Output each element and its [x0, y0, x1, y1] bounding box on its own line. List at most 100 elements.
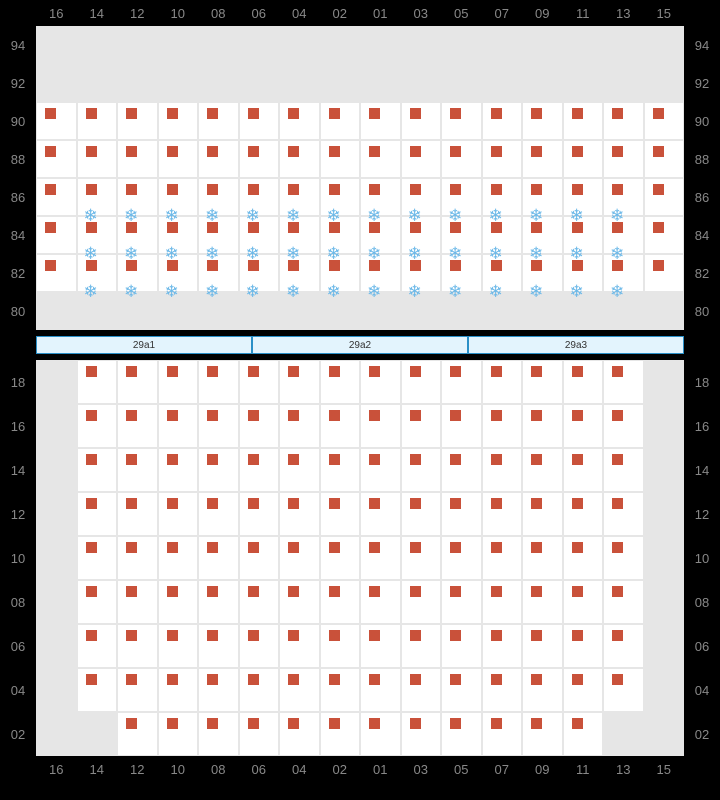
seat-cell[interactable]: [603, 102, 644, 140]
seat-cell[interactable]: [320, 668, 361, 712]
seat-cell[interactable]: [522, 360, 563, 404]
seat-cell[interactable]: [279, 102, 320, 140]
seat-cell[interactable]: ❄: [198, 216, 239, 254]
seat-cell[interactable]: [239, 624, 280, 668]
seat-cell[interactable]: [603, 140, 644, 178]
seat-cell[interactable]: [117, 712, 158, 756]
seat-cell[interactable]: [198, 140, 239, 178]
seat-cell[interactable]: [279, 624, 320, 668]
seat-cell[interactable]: [401, 404, 442, 448]
seat-cell[interactable]: [360, 404, 401, 448]
seat-cell[interactable]: [441, 360, 482, 404]
seat-cell[interactable]: [77, 404, 118, 448]
seat-cell[interactable]: [603, 360, 644, 404]
seat-cell[interactable]: ❄: [239, 178, 280, 216]
seat-cell[interactable]: [36, 178, 77, 216]
seat-cell[interactable]: [522, 668, 563, 712]
seat-cell[interactable]: [320, 140, 361, 178]
seat-cell[interactable]: ❄: [279, 254, 320, 292]
seat-cell[interactable]: ❄: [198, 178, 239, 216]
seat-cell[interactable]: ❄: [482, 254, 523, 292]
seat-cell[interactable]: [563, 140, 604, 178]
seat-cell[interactable]: ❄: [320, 254, 361, 292]
seat-cell[interactable]: [603, 580, 644, 624]
seat-cell[interactable]: [279, 668, 320, 712]
seat-cell[interactable]: ❄: [603, 216, 644, 254]
seat-cell[interactable]: [401, 102, 442, 140]
seat-cell[interactable]: [36, 254, 77, 292]
seat-cell[interactable]: [198, 668, 239, 712]
seat-cell[interactable]: ❄: [563, 178, 604, 216]
seat-cell[interactable]: ❄: [522, 178, 563, 216]
seat-cell[interactable]: [401, 668, 442, 712]
seat-cell[interactable]: [158, 140, 199, 178]
seat-cell[interactable]: [441, 448, 482, 492]
seat-cell[interactable]: [77, 448, 118, 492]
seat-cell[interactable]: [603, 404, 644, 448]
seat-cell[interactable]: [360, 102, 401, 140]
seat-cell[interactable]: [320, 102, 361, 140]
seat-cell[interactable]: [77, 624, 118, 668]
seat-cell[interactable]: [279, 448, 320, 492]
seat-cell[interactable]: ❄: [563, 216, 604, 254]
seat-cell[interactable]: [401, 536, 442, 580]
seat-cell[interactable]: [117, 624, 158, 668]
seat-cell[interactable]: [77, 360, 118, 404]
seat-cell[interactable]: [360, 448, 401, 492]
seat-cell[interactable]: [563, 580, 604, 624]
seat-cell[interactable]: [401, 492, 442, 536]
seat-cell[interactable]: [117, 536, 158, 580]
seat-cell[interactable]: ❄: [360, 254, 401, 292]
seat-cell[interactable]: [279, 140, 320, 178]
seat-cell[interactable]: ❄: [441, 216, 482, 254]
seat-cell[interactable]: [77, 140, 118, 178]
seat-cell[interactable]: [158, 580, 199, 624]
seat-cell[interactable]: [239, 492, 280, 536]
exit-segment[interactable]: 29a2: [252, 336, 468, 354]
seat-cell[interactable]: [522, 712, 563, 756]
seat-cell[interactable]: [158, 102, 199, 140]
seat-cell[interactable]: [320, 360, 361, 404]
seat-cell[interactable]: [563, 492, 604, 536]
seat-cell[interactable]: [36, 140, 77, 178]
seat-cell[interactable]: [482, 712, 523, 756]
seat-cell[interactable]: ❄: [158, 254, 199, 292]
seat-cell[interactable]: [77, 536, 118, 580]
seat-cell[interactable]: [441, 712, 482, 756]
seat-cell[interactable]: ❄: [320, 178, 361, 216]
seat-cell[interactable]: ❄: [360, 216, 401, 254]
seat-cell[interactable]: [563, 624, 604, 668]
seat-cell[interactable]: ❄: [279, 178, 320, 216]
seat-cell[interactable]: [198, 404, 239, 448]
seat-cell[interactable]: [198, 492, 239, 536]
seat-cell[interactable]: [360, 536, 401, 580]
seat-cell[interactable]: ❄: [239, 254, 280, 292]
seat-cell[interactable]: ❄: [522, 216, 563, 254]
seat-cell[interactable]: [482, 492, 523, 536]
seat-cell[interactable]: [522, 580, 563, 624]
seat-cell[interactable]: [401, 624, 442, 668]
seat-cell[interactable]: [401, 140, 442, 178]
seat-cell[interactable]: [441, 140, 482, 178]
seat-cell[interactable]: [441, 668, 482, 712]
seat-cell[interactable]: [360, 360, 401, 404]
seat-cell[interactable]: [279, 712, 320, 756]
seat-cell[interactable]: ❄: [401, 254, 442, 292]
seat-cell[interactable]: [482, 360, 523, 404]
seat-cell[interactable]: [522, 492, 563, 536]
seat-cell[interactable]: [441, 404, 482, 448]
seat-cell[interactable]: [239, 102, 280, 140]
seat-cell[interactable]: [401, 448, 442, 492]
seat-cell[interactable]: [158, 712, 199, 756]
seat-cell[interactable]: ❄: [482, 178, 523, 216]
seat-cell[interactable]: ❄: [198, 254, 239, 292]
seat-cell[interactable]: [360, 624, 401, 668]
seat-cell[interactable]: [360, 492, 401, 536]
seat-cell[interactable]: ❄: [441, 254, 482, 292]
seat-cell[interactable]: [522, 102, 563, 140]
seat-cell[interactable]: [198, 536, 239, 580]
seat-cell[interactable]: [239, 448, 280, 492]
seat-cell[interactable]: ❄: [320, 216, 361, 254]
seat-cell[interactable]: ❄: [117, 254, 158, 292]
seat-cell[interactable]: [117, 404, 158, 448]
